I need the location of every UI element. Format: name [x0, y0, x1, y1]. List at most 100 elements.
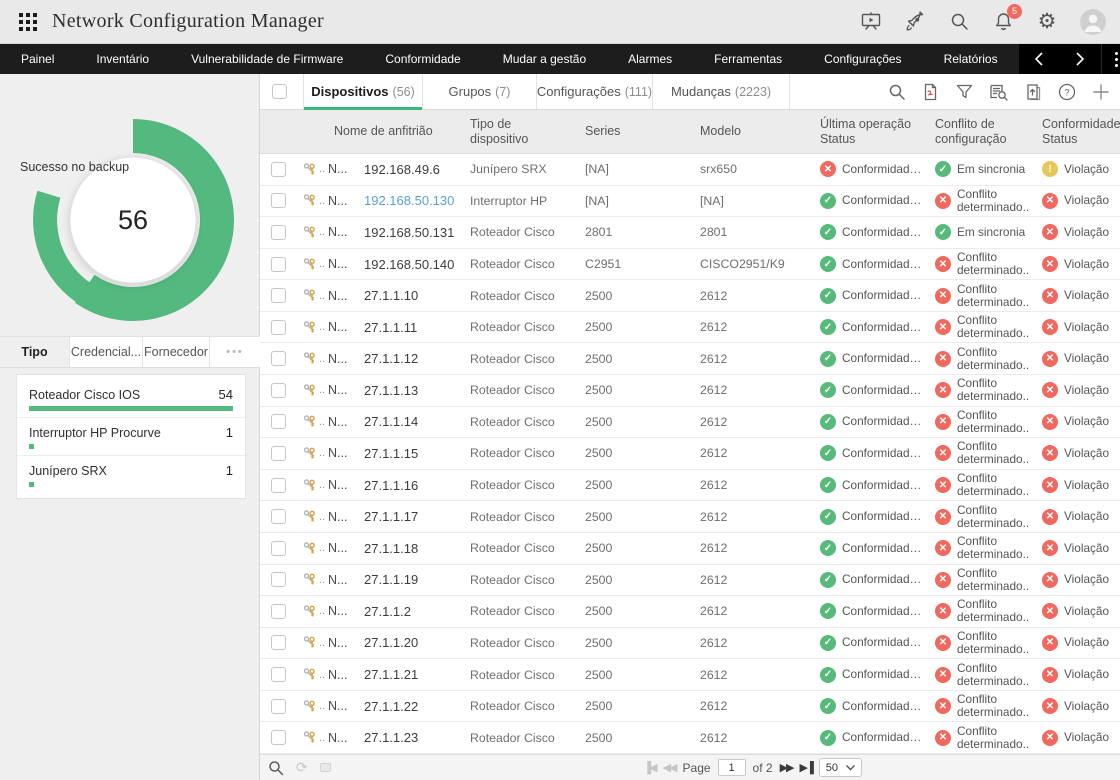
sidebar-tab-tipo[interactable]: Tipo — [0, 337, 70, 367]
filter-icon[interactable] — [955, 82, 974, 101]
row-checkbox[interactable] — [271, 225, 286, 240]
table-row[interactable]: .. N... 192.168.50.140 Roteador Cisco C2… — [260, 249, 1120, 281]
table-row[interactable]: .. N... 27.1.1.15 Roteador Cisco 2500 26… — [260, 438, 1120, 470]
table-row[interactable]: .. N... 27.1.1.13 Roteador Cisco 2500 26… — [260, 375, 1120, 407]
hostname-link[interactable]: 27.1.1.2 — [356, 604, 462, 619]
row-checkbox[interactable] — [271, 383, 286, 398]
list-item-interruptor-hp-procurve[interactable]: Interruptor HP Procurve 1 — [17, 418, 245, 456]
row-checkbox[interactable] — [271, 478, 286, 493]
tab-configuracoes[interactable]: Configurações(111) — [537, 74, 653, 109]
first-page-button[interactable]: ▐◀ — [643, 761, 655, 774]
list-item-junipero-srx[interactable]: Junípero SRX 1 — [17, 456, 245, 493]
select-all-checkbox[interactable] — [272, 84, 287, 99]
presentation-icon[interactable] — [860, 11, 882, 33]
nav-scroll-left-chevron-icon[interactable] — [1019, 44, 1060, 74]
col-conflito-de-configuracao[interactable]: Conflito de configuração — [927, 117, 1034, 147]
tab-mudancas[interactable]: Mudanças(2223) — [653, 74, 790, 109]
hostname-link[interactable]: 192.168.49.6 — [356, 162, 462, 177]
export-document-icon[interactable] — [1023, 82, 1042, 101]
nav-scroll-right-chevron-icon[interactable] — [1060, 44, 1101, 74]
page-number-input[interactable] — [718, 759, 746, 776]
row-checkbox[interactable] — [271, 162, 286, 177]
next-page-button[interactable]: ▶▶ — [780, 761, 793, 774]
hostname-link[interactable]: 27.1.1.12 — [356, 351, 462, 366]
apps-grid-icon[interactable] — [18, 12, 38, 32]
table-row[interactable]: .. N... 27.1.1.21 Roteador Cisco 2500 26… — [260, 659, 1120, 691]
row-checkbox[interactable] — [271, 257, 286, 272]
hostname-link[interactable]: 27.1.1.10 — [356, 288, 462, 303]
table-row[interactable]: .. N... 27.1.1.10 Roteador Cisco 2500 26… — [260, 280, 1120, 312]
col-series[interactable]: Series — [577, 124, 692, 139]
table-row[interactable]: .. N... 27.1.1.18 Roteador Cisco 2500 26… — [260, 533, 1120, 565]
tab-grupos[interactable]: Grupos(7) — [423, 74, 537, 109]
nav-item-mudar-a-gestao[interactable]: Mudar a gestão — [482, 44, 607, 74]
settings-gear-icon[interactable]: ⚙ — [1036, 11, 1058, 33]
hostname-link[interactable]: 27.1.1.23 — [356, 730, 462, 745]
table-row[interactable]: .. N... 27.1.1.16 Roteador Cisco 2500 26… — [260, 470, 1120, 502]
nav-overflow-menu-icon[interactable] — [1101, 44, 1120, 74]
export-pdf-icon[interactable] — [921, 82, 940, 101]
col-modelo[interactable]: Modelo — [692, 124, 812, 139]
footer-search-icon[interactable] — [268, 760, 284, 776]
col-conformidade-status[interactable]: Conformidade Status — [1034, 117, 1120, 147]
row-checkbox[interactable] — [271, 572, 286, 587]
notifications-bell-icon[interactable]: 5 — [992, 11, 1014, 33]
row-checkbox[interactable] — [271, 446, 286, 461]
hostname-link[interactable]: 27.1.1.13 — [356, 383, 462, 398]
row-checkbox[interactable] — [271, 509, 286, 524]
nav-item-ferramentas[interactable]: Ferramentas — [693, 44, 803, 74]
hostname-link[interactable]: 192.168.50.131 — [356, 225, 462, 240]
hostname-link[interactable]: 27.1.1.16 — [356, 478, 462, 493]
nav-item-alarmes[interactable]: Alarmes — [607, 44, 693, 74]
col-tipo-de-dispositivo[interactable]: Tipo de dispositivo — [462, 117, 577, 147]
row-checkbox[interactable] — [271, 351, 286, 366]
table-row[interactable]: .. N... 192.168.49.6 Junípero SRX [NA] s… — [260, 154, 1120, 186]
sidebar-tabs-more-icon[interactable]: ••• — [210, 337, 260, 367]
row-checkbox[interactable] — [271, 288, 286, 303]
hostname-link[interactable]: 27.1.1.11 — [356, 320, 462, 335]
col-nome-de-anfitriao[interactable]: Nome de anfitrião — [326, 124, 462, 139]
col-ultima-operacao-status[interactable]: Última operação Status — [812, 117, 927, 147]
tab-dispositivos[interactable]: Dispositivos(56) — [303, 74, 423, 109]
last-page-button[interactable]: ▶▐ — [799, 761, 811, 774]
search-icon[interactable] — [948, 11, 970, 33]
row-checkbox[interactable] — [271, 193, 286, 208]
previous-page-button[interactable]: ◀◀ — [663, 761, 676, 774]
row-checkbox[interactable] — [271, 635, 286, 650]
hostname-link[interactable]: 27.1.1.17 — [356, 509, 462, 524]
list-item-roteador-cisco-ios[interactable]: Roteador Cisco IOS 54 — [17, 380, 245, 418]
table-row[interactable]: .. N... 27.1.1.23 Roteador Cisco 2500 26… — [260, 722, 1120, 754]
table-row[interactable]: .. N... 27.1.1.14 Roteador Cisco 2500 26… — [260, 407, 1120, 439]
config-search-icon[interactable] — [989, 82, 1008, 101]
nav-item-painel[interactable]: Painel — [0, 44, 75, 74]
table-row[interactable]: .. N... 27.1.1.17 Roteador Cisco 2500 26… — [260, 501, 1120, 533]
nav-item-configuracoes[interactable]: Configurações — [803, 44, 922, 74]
table-row[interactable]: .. N... 192.168.50.131 Roteador Cisco 28… — [260, 217, 1120, 249]
table-search-icon[interactable] — [887, 82, 906, 101]
hostname-link[interactable]: 192.168.50.140 — [356, 257, 462, 272]
table-row[interactable]: .. N... 27.1.1.12 Roteador Cisco 2500 26… — [260, 343, 1120, 375]
table-row[interactable]: .. N... 27.1.1.20 Roteador Cisco 2500 26… — [260, 628, 1120, 660]
table-row[interactable]: .. N... 27.1.1.22 Roteador Cisco 2500 26… — [260, 691, 1120, 723]
page-size-select[interactable]: 50 — [819, 758, 862, 777]
nav-item-conformidade[interactable]: Conformidade — [364, 44, 481, 74]
row-checkbox[interactable] — [271, 541, 286, 556]
hostname-link[interactable]: 192.168.50.130 — [356, 193, 462, 208]
hostname-link[interactable]: 27.1.1.21 — [356, 667, 462, 682]
hostname-link[interactable]: 27.1.1.15 — [356, 446, 462, 461]
footer-view-icon[interactable] — [320, 763, 331, 772]
table-row[interactable]: .. N... 27.1.1.2 Roteador Cisco 2500 261… — [260, 596, 1120, 628]
row-checkbox[interactable] — [271, 414, 286, 429]
hostname-link[interactable]: 27.1.1.22 — [356, 699, 462, 714]
row-checkbox[interactable] — [271, 699, 286, 714]
hostname-link[interactable]: 27.1.1.18 — [356, 541, 462, 556]
nav-item-relatorios[interactable]: Relatórios — [923, 44, 1019, 74]
user-avatar[interactable] — [1080, 9, 1106, 35]
getting-started-rocket-icon[interactable] — [904, 11, 926, 33]
hostname-link[interactable]: 27.1.1.14 — [356, 414, 462, 429]
footer-refresh-icon[interactable]: ⟳ — [296, 759, 308, 776]
row-checkbox[interactable] — [271, 604, 286, 619]
row-checkbox[interactable] — [271, 320, 286, 335]
row-checkbox[interactable] — [271, 667, 286, 682]
nav-item-inventario[interactable]: Inventário — [75, 44, 170, 74]
